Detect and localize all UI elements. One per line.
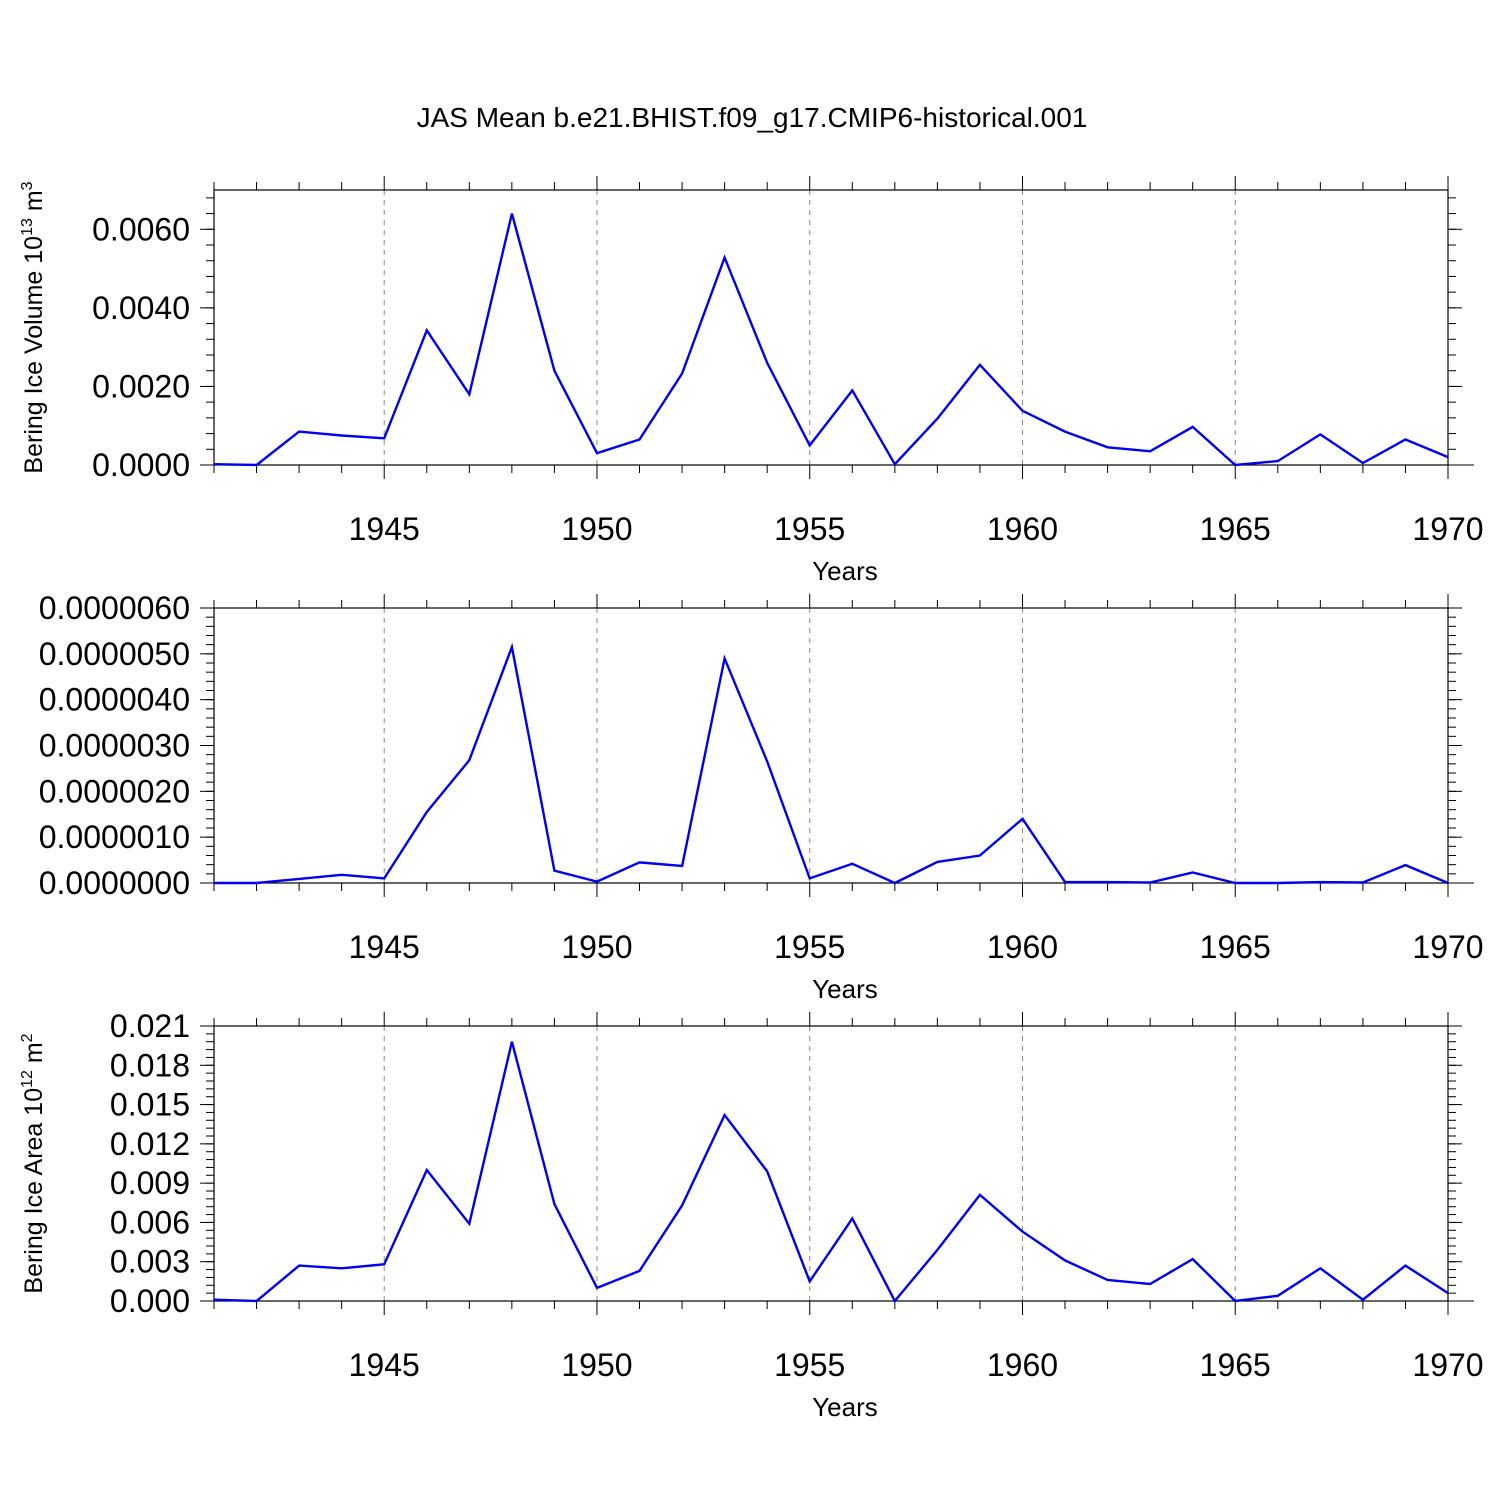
series-line-thickness bbox=[214, 642, 1449, 885]
y-tick-label: 0.0020 bbox=[92, 368, 190, 404]
chart-title: JAS Mean b.e21.BHIST.f09_g17.CMIP6-histo… bbox=[417, 102, 1088, 133]
x-tick-label: 1960 bbox=[987, 511, 1058, 547]
y-tick-label: 0.0000 bbox=[92, 447, 190, 483]
x-tick-label: 1950 bbox=[561, 929, 632, 965]
x-tick-label: 1955 bbox=[774, 1347, 845, 1383]
plot-frame bbox=[213, 189, 1449, 466]
x-tick-label: 1945 bbox=[349, 1347, 420, 1383]
plot-frame bbox=[213, 607, 1449, 884]
x-tick-label: 1965 bbox=[1200, 929, 1271, 965]
x-tick-label: 1945 bbox=[349, 929, 420, 965]
y-tick-label: 0.012 bbox=[110, 1126, 190, 1162]
x-tick-label: 1970 bbox=[1412, 929, 1483, 965]
y-tick-label: 0.015 bbox=[110, 1087, 190, 1123]
x-tick-label: 1955 bbox=[774, 929, 845, 965]
x-tick-label: 1965 bbox=[1200, 511, 1271, 547]
x-tick-label: 1950 bbox=[561, 511, 632, 547]
x-tick-label: 1970 bbox=[1412, 511, 1483, 547]
y-tick-label: 0.003 bbox=[110, 1244, 190, 1280]
x-tick-label: 1960 bbox=[987, 929, 1058, 965]
y-tick-label: 0.000 bbox=[110, 1283, 190, 1319]
y-axis-label: Bering Ice Area 1012 m2 bbox=[19, 1033, 48, 1293]
panel-thickness: 0.0000000 0.0000010 0.0000020 0.0000030 0.00… bbox=[39, 590, 1484, 1004]
x-tick-label: 1960 bbox=[987, 1347, 1058, 1383]
x-tick-label: 1945 bbox=[349, 511, 420, 547]
y-tick-label: 0.021 bbox=[110, 1008, 190, 1044]
x-tick-label: 1965 bbox=[1200, 1347, 1271, 1383]
y-tick-label: 0.0040 bbox=[92, 290, 190, 326]
x-tick-label: 1950 bbox=[561, 1347, 632, 1383]
y-tick-label: 0.0000050 bbox=[39, 636, 190, 672]
x-tick-label: 1955 bbox=[774, 511, 845, 547]
series-line-area bbox=[213, 1041, 1449, 1304]
x-axis-label: Years bbox=[812, 1392, 878, 1422]
y-tick-label: 0.006 bbox=[110, 1204, 190, 1240]
panel-volume: 0.0000 0.0020 0.0040 0.0060 1945 1950 1955 1960… bbox=[19, 176, 1484, 586]
y-axis-label: Bering Ice Volume 1013 m3 bbox=[19, 181, 48, 473]
y-tick-label: 0.0060 bbox=[92, 211, 190, 247]
y-tick-label: 0.0000020 bbox=[39, 773, 190, 809]
y-tick-label: 0.018 bbox=[110, 1047, 190, 1083]
plot-frame bbox=[213, 1025, 1449, 1302]
x-axis-label: Years bbox=[812, 556, 878, 586]
y-tick-label: 0.0000030 bbox=[39, 728, 190, 764]
series-line-volume bbox=[213, 213, 1449, 467]
y-tick-label: 0.0000040 bbox=[39, 682, 190, 718]
x-axis-label: Years bbox=[812, 974, 878, 1004]
y-tick-label: 0.009 bbox=[110, 1165, 190, 1201]
y-tick-label: 0.0000010 bbox=[39, 819, 190, 855]
y-tick-label: 0.0000000 bbox=[39, 865, 190, 901]
y-tick-label: 0.0000060 bbox=[39, 590, 190, 626]
x-tick-label: 1970 bbox=[1412, 1347, 1483, 1383]
